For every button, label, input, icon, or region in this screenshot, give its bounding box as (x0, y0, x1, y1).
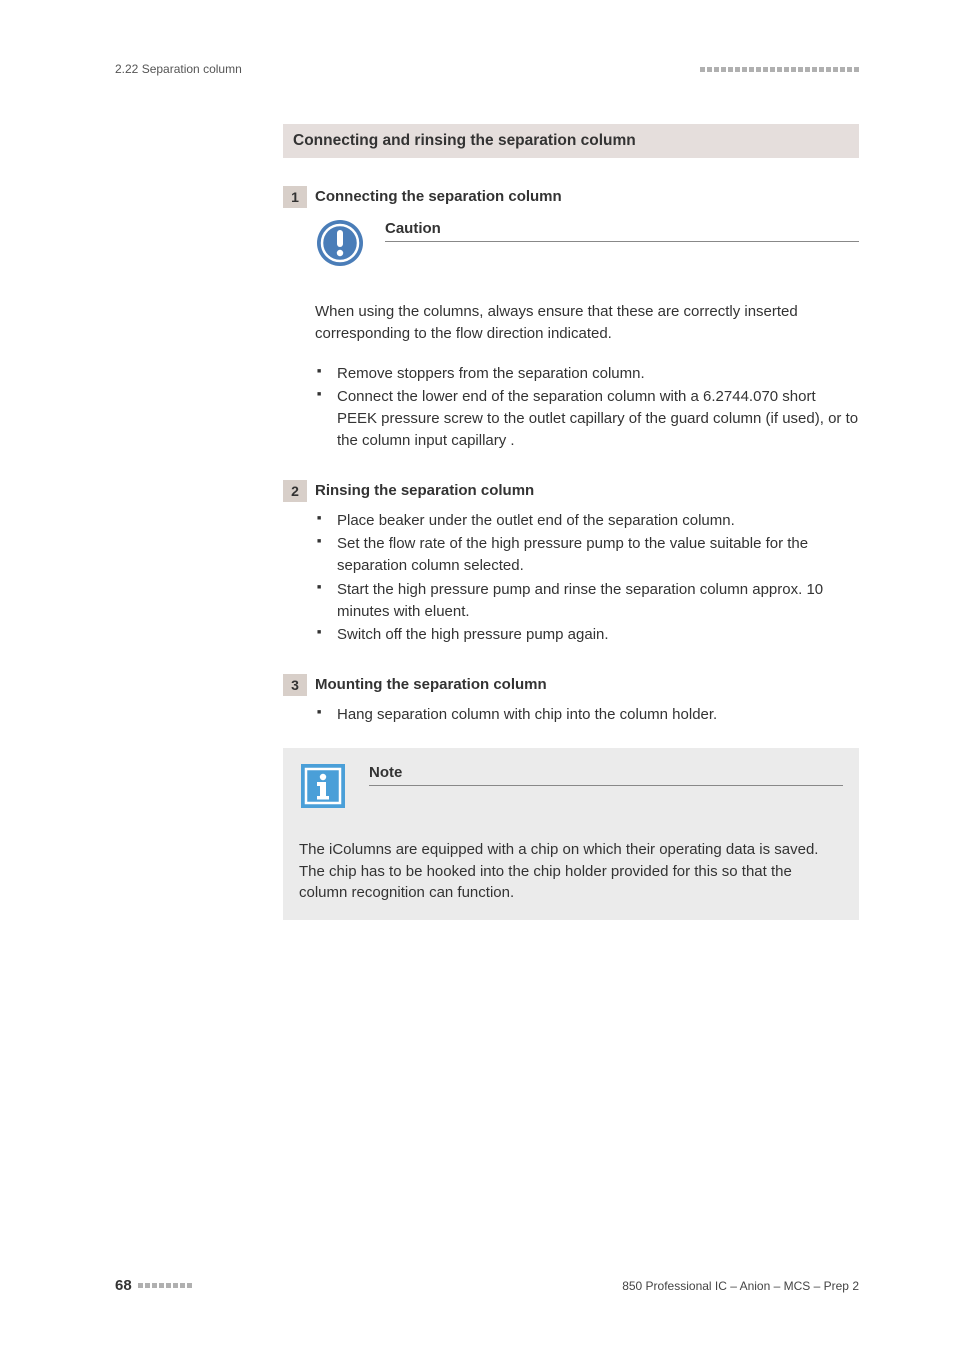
caution-callout: Caution (315, 218, 859, 273)
bullet-item: Switch off the high pressure pump again. (315, 624, 859, 646)
caution-label: Caution (385, 220, 859, 242)
bullet-item: Place beaker under the outlet end of the… (315, 510, 859, 532)
step-number: 1 (283, 186, 307, 208)
bullet-item: Connect the lower end of the separation … (315, 386, 859, 451)
step-number: 3 (283, 674, 307, 696)
step-bullets: Hang separation column with chip into th… (315, 704, 859, 726)
header-dashes (700, 67, 859, 72)
bullet-item: Set the flow rate of the high pressure p… (315, 533, 859, 577)
page-footer: 68 850 Professional IC – Anion – MCS – P… (115, 1277, 859, 1294)
step-heading: 2 Rinsing the separation column (283, 480, 859, 502)
bullet-item: Hang separation column with chip into th… (315, 704, 859, 726)
step-bullets: Remove stoppers from the separation colu… (315, 363, 859, 452)
page-number: 68 (115, 1277, 132, 1294)
footer-dashes (138, 1283, 192, 1288)
note-block: Note The iColumns are equipped with a ch… (283, 748, 859, 920)
step-heading: 3 Mounting the separation column (283, 674, 859, 696)
step-heading: 1 Connecting the separation column (283, 186, 859, 208)
step-title: Mounting the separation column (315, 674, 547, 696)
caution-text: When using the columns, always ensure th… (315, 301, 859, 345)
footer-doc-title: 850 Professional IC – Anion – MCS – Prep… (622, 1279, 859, 1293)
note-text: The iColumns are equipped with a chip on… (299, 839, 843, 904)
step-title: Connecting the separation column (315, 186, 562, 208)
step-bullets: Place beaker under the outlet end of the… (315, 510, 859, 647)
header-section-label: 2.22 Separation column (115, 62, 242, 76)
page-header: 2.22 Separation column (115, 62, 859, 76)
bullet-item: Remove stoppers from the separation colu… (315, 363, 859, 385)
note-label: Note (369, 764, 843, 786)
step-number: 2 (283, 480, 307, 502)
section-title-bar: Connecting and rinsing the separation co… (283, 124, 859, 158)
info-icon (299, 762, 351, 815)
step-title: Rinsing the separation column (315, 480, 534, 502)
caution-icon (315, 218, 367, 273)
bullet-item: Start the high pressure pump and rinse t… (315, 579, 859, 623)
